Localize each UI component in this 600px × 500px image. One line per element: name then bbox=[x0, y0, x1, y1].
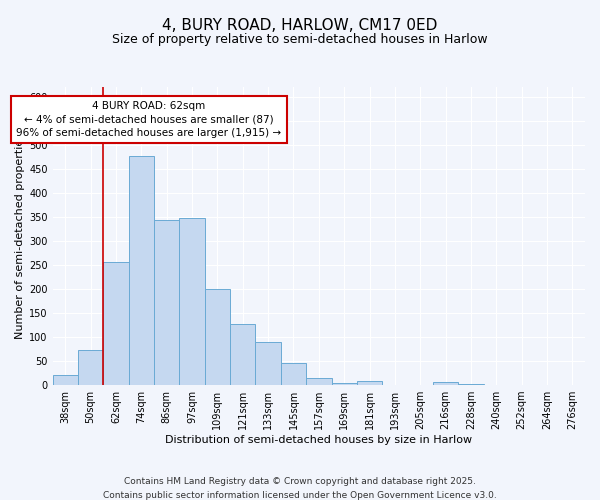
Bar bbox=[103, 262, 129, 385]
X-axis label: Distribution of semi-detached houses by size in Harlow: Distribution of semi-detached houses by … bbox=[165, 435, 472, 445]
Bar bbox=[230, 324, 256, 385]
Bar bbox=[281, 364, 306, 385]
Bar bbox=[458, 384, 484, 385]
Bar bbox=[332, 382, 357, 385]
Bar bbox=[129, 156, 154, 385]
Text: 4 BURY ROAD: 62sqm
← 4% of semi-detached houses are smaller (87)
96% of semi-det: 4 BURY ROAD: 62sqm ← 4% of semi-detached… bbox=[16, 102, 281, 138]
Y-axis label: Number of semi-detached properties: Number of semi-detached properties bbox=[15, 133, 25, 339]
Bar bbox=[78, 350, 103, 385]
Text: Contains public sector information licensed under the Open Government Licence v3: Contains public sector information licen… bbox=[103, 491, 497, 500]
Text: Contains HM Land Registry data © Crown copyright and database right 2025.: Contains HM Land Registry data © Crown c… bbox=[124, 478, 476, 486]
Bar bbox=[154, 220, 179, 385]
Bar bbox=[256, 342, 281, 385]
Bar bbox=[433, 382, 458, 385]
Text: Size of property relative to semi-detached houses in Harlow: Size of property relative to semi-detach… bbox=[112, 32, 488, 46]
Bar bbox=[53, 376, 78, 385]
Bar bbox=[357, 381, 382, 385]
Bar bbox=[306, 378, 332, 385]
Bar bbox=[205, 290, 230, 385]
Text: 4, BURY ROAD, HARLOW, CM17 0ED: 4, BURY ROAD, HARLOW, CM17 0ED bbox=[163, 18, 437, 32]
Bar bbox=[179, 218, 205, 385]
